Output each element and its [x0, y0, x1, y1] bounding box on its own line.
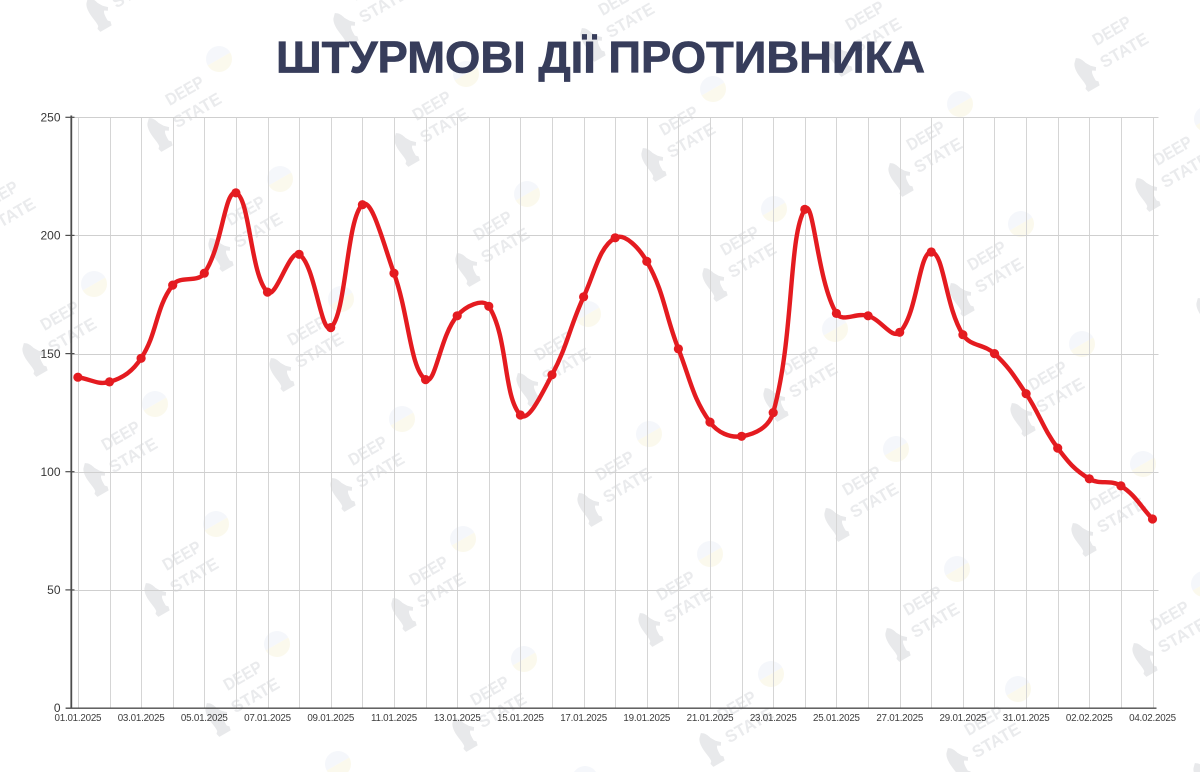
- svg-text:150: 150: [40, 347, 60, 361]
- svg-text:25.01.2025: 25.01.2025: [813, 713, 861, 724]
- svg-text:09.01.2025: 09.01.2025: [307, 713, 355, 724]
- svg-text:50: 50: [47, 583, 61, 597]
- svg-text:0: 0: [54, 701, 61, 715]
- svg-text:19.01.2025: 19.01.2025: [623, 713, 671, 724]
- svg-text:21.01.2025: 21.01.2025: [687, 713, 735, 724]
- svg-text:250: 250: [40, 111, 60, 125]
- svg-text:01.01.2025: 01.01.2025: [55, 713, 103, 724]
- svg-text:23.01.2025: 23.01.2025: [750, 713, 798, 724]
- svg-text:15.01.2025: 15.01.2025: [497, 713, 545, 724]
- svg-text:27.01.2025: 27.01.2025: [876, 713, 924, 724]
- svg-text:17.01.2025: 17.01.2025: [560, 713, 608, 724]
- svg-text:ШТУРМОВІ ДІЇ ПРОТИВНИКА: ШТУРМОВІ ДІЇ ПРОТИВНИКА: [276, 34, 925, 83]
- svg-text:03.01.2025: 03.01.2025: [118, 713, 166, 724]
- svg-text:05.01.2025: 05.01.2025: [181, 713, 229, 724]
- svg-text:29.01.2025: 29.01.2025: [940, 713, 988, 724]
- svg-text:11.01.2025: 11.01.2025: [371, 713, 418, 724]
- svg-text:200: 200: [40, 229, 60, 243]
- svg-text:31.01.2025: 31.01.2025: [1003, 713, 1051, 724]
- svg-text:100: 100: [40, 465, 60, 479]
- svg-text:07.01.2025: 07.01.2025: [244, 713, 292, 724]
- svg-text:13.01.2025: 13.01.2025: [434, 713, 482, 724]
- svg-text:02.02.2025: 02.02.2025: [1066, 713, 1114, 724]
- svg-text:04.02.2025: 04.02.2025: [1129, 713, 1177, 724]
